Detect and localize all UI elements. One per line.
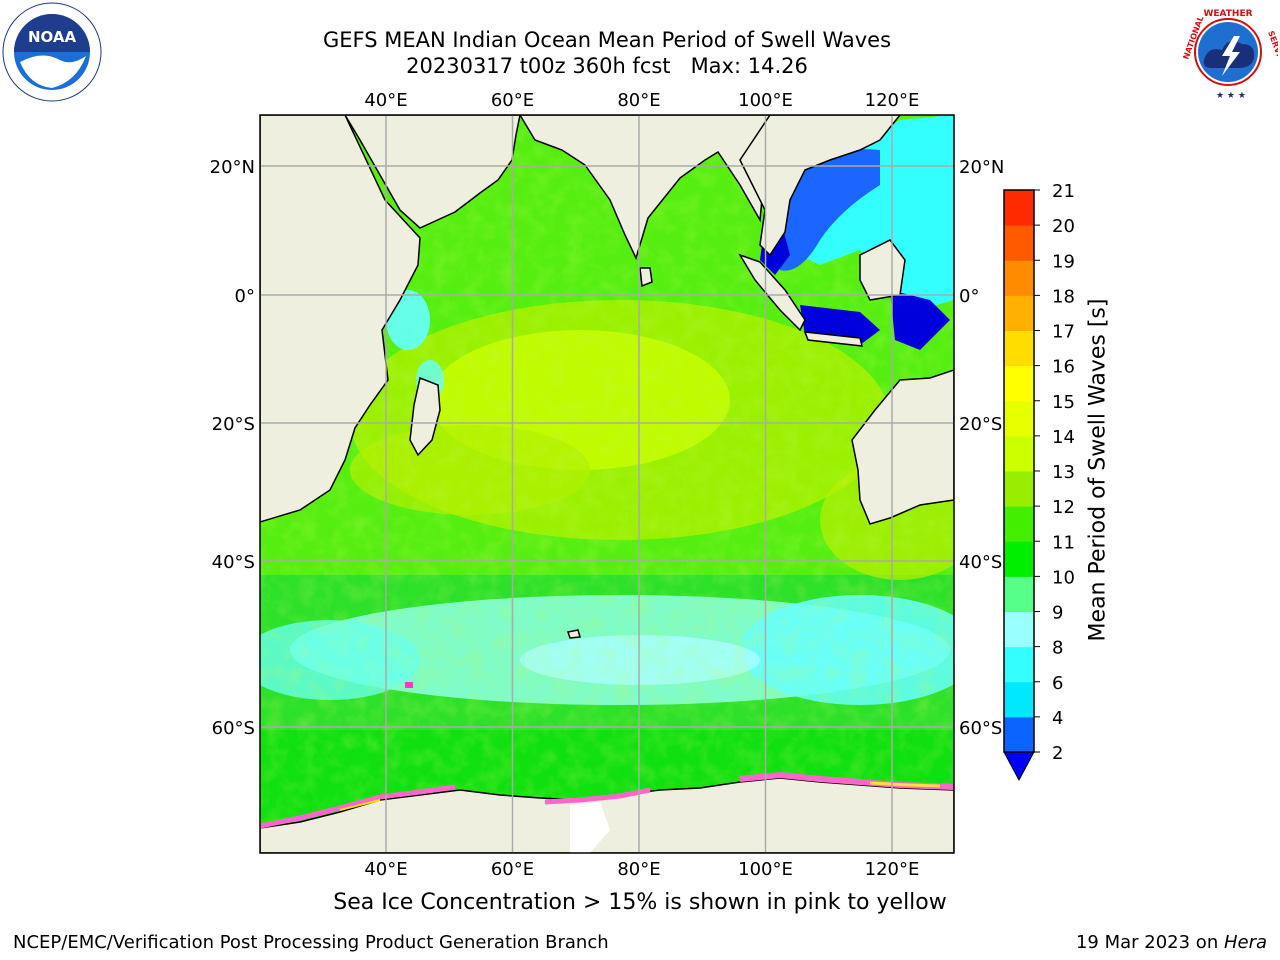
lon-tick-label: 100°E <box>738 859 793 880</box>
colorbar-label: Mean Period of Swell Waves [s] <box>1085 298 1111 642</box>
lat-tick-label: 20°S <box>959 414 1002 435</box>
svg-text:NOAA: NOAA <box>28 28 77 46</box>
madagascar-land <box>409 376 441 457</box>
sumatra-land <box>738 253 806 332</box>
svg-text:WEATHER: WEATHER <box>1203 9 1252 19</box>
colorbar-tick-label: 10 <box>1052 567 1075 588</box>
lat-labels-right: 20°N 0° 20°S 40°S 60°S <box>959 157 1004 739</box>
lon-tick-label: 60°E <box>491 90 534 111</box>
lat-tick-label: 40°S <box>959 552 1002 573</box>
colorbar-tick-labels: 2 4 6 8 9 10 11 12 13 14 15 16 17 18 19 20 21 <box>1034 181 1075 764</box>
footer-host: Hera <box>1223 932 1267 953</box>
colorbar-tick-label: 19 <box>1052 251 1075 272</box>
nws-logo-icon: WEATHER NATIONAL SERVICE ★ ★ ★ <box>1179 3 1278 101</box>
colorbar-bin <box>1004 716 1034 753</box>
colorbar-tick-label: 8 <box>1052 638 1063 659</box>
arabia-land <box>260 115 521 229</box>
colorbar-bin <box>1004 365 1034 402</box>
colorbar-bin <box>1004 190 1034 226</box>
map-frame <box>259 114 955 854</box>
chart-title-line1: GEFS MEAN Indian Ocean Mean Period of Sw… <box>322 28 892 52</box>
africa-land <box>260 115 421 523</box>
australia-land <box>851 369 954 525</box>
lon-tick-label: 40°E <box>364 859 407 880</box>
colorbar <box>1003 189 1035 782</box>
colorbar-tick-label: 15 <box>1052 392 1075 413</box>
colorbar-tick-label: 13 <box>1052 462 1075 483</box>
colorbar-tick-label: 14 <box>1052 427 1075 448</box>
lon-tick-label: 80°E <box>617 90 660 111</box>
map-gridlines <box>260 115 954 853</box>
colorbar-tick-label: 2 <box>1052 743 1063 764</box>
colorbar-bin <box>1004 471 1034 507</box>
lon-labels-bottom: 40°E 60°E 80°E 100°E 120°E <box>364 859 919 880</box>
colorbar-extend-arrow <box>1003 751 1035 782</box>
footer-date-text: 19 Mar 2023 on <box>1075 932 1224 953</box>
colorbar-tick-label: 12 <box>1052 497 1075 518</box>
colorbar-bin <box>1004 506 1034 542</box>
lat-tick-label: 20°S <box>212 414 255 435</box>
colorbar-tick-label: 11 <box>1052 532 1075 553</box>
lat-tick-label: 0° <box>959 286 979 307</box>
lon-tick-label: 100°E <box>738 90 793 111</box>
colorbar-tick-label: 16 <box>1052 357 1075 378</box>
footer-date: 19 Mar 2023 on Hera <box>1076 932 1267 954</box>
colorbar-tick-label: 18 <box>1052 286 1075 307</box>
colorbar-tick-label: 21 <box>1052 181 1075 202</box>
india-land <box>519 115 771 261</box>
lat-tick-label: 60°S <box>959 718 1002 739</box>
lat-labels-left: 20°N 0° 20°S 40°S 60°S <box>210 157 255 739</box>
sea-ice-note: Sea Ice Concentration > 15% is shown in … <box>333 890 947 915</box>
lat-tick-label: 0° <box>235 286 255 307</box>
colorbar-bin <box>1004 400 1034 437</box>
lat-tick-label: 20°N <box>959 157 1004 178</box>
lon-labels-top: 40°E 60°E 80°E 100°E 120°E <box>364 90 919 111</box>
svg-text:SERVICE: SERVICE <box>1266 30 1278 69</box>
colorbar-bin <box>1004 330 1034 367</box>
colorbar-tick-label: 17 <box>1052 322 1075 343</box>
colorbar-tick-label: 4 <box>1052 708 1063 729</box>
colorbar-bin <box>1004 576 1034 612</box>
noaa-logo-icon: NOAA <box>2 2 102 102</box>
lat-tick-label: 60°S <box>212 718 255 739</box>
colorbar-bin <box>1004 646 1034 683</box>
lon-tick-label: 40°E <box>364 90 407 111</box>
colorbar-bin <box>1004 611 1034 648</box>
lon-tick-label: 80°E <box>617 859 660 880</box>
colorbar-tick-label: 20 <box>1052 216 1075 237</box>
southeast-asia-land <box>739 115 901 257</box>
map-plot-area <box>260 115 954 853</box>
colorbar-bin <box>1004 435 1034 472</box>
lon-tick-label: 120°E <box>865 859 920 880</box>
lon-tick-label: 60°E <box>491 859 534 880</box>
land-masses <box>260 115 954 853</box>
colorbar-bin <box>1004 260 1034 296</box>
colorbar-bin <box>1004 681 1034 718</box>
colorbar-bin <box>1004 541 1034 577</box>
footer-credit: NCEP/EMC/Verification Post Processing Pr… <box>13 932 609 953</box>
colorbar-tick-label: 6 <box>1052 673 1063 694</box>
lat-tick-label: 20°N <box>210 157 255 178</box>
svg-text:★ ★ ★: ★ ★ ★ <box>1216 91 1246 101</box>
colorbar-tick-label: 9 <box>1052 603 1063 624</box>
colorbar-bin <box>1004 295 1034 331</box>
colorbar-bin <box>1004 225 1034 261</box>
lon-tick-label: 120°E <box>865 90 920 111</box>
sea-ice-fringe <box>260 682 954 829</box>
lat-tick-label: 40°S <box>212 552 255 573</box>
chart-title-line2: 20230317 t00z 360h fcst Max: 14.26 <box>406 54 808 78</box>
